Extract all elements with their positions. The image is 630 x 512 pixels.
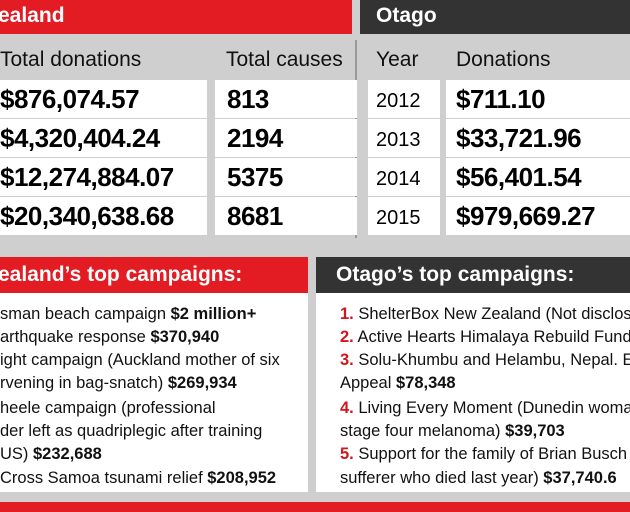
campaign-amount: $208,952 bbox=[207, 469, 277, 487]
bottom-red-strip bbox=[0, 502, 630, 512]
campaign-text: Living Every Moment (Dunedin woma bbox=[353, 399, 630, 417]
nz-causes-cell: 8681 bbox=[215, 197, 357, 235]
campaign-text: heele campaign (professional bbox=[0, 399, 216, 417]
otago-year-cell: 2012 bbox=[368, 80, 440, 118]
campaign-rank: 3. bbox=[340, 351, 354, 369]
list-item: Appeal $78,348 bbox=[340, 372, 456, 394]
list-item: 5. Support for the family of Brian Busch bbox=[340, 443, 627, 465]
otago-donation-cell: $711.10 bbox=[446, 80, 630, 118]
list-item: der left as quadriplegic after training bbox=[0, 420, 262, 442]
campaign-text: US) bbox=[0, 445, 33, 463]
campaign-text: sman beach campaign bbox=[0, 305, 171, 323]
otago-year-cell: 2015 bbox=[368, 197, 440, 235]
campaign-rank: 5. bbox=[340, 445, 354, 463]
otago-donation-cell: $33,721.96 bbox=[446, 119, 630, 157]
campaign-text: sufferer who died last year) bbox=[340, 469, 544, 487]
list-item: US) $232,688 bbox=[0, 443, 102, 465]
campaign-amount: $78,348 bbox=[395, 374, 456, 392]
campaign-amount: $269,934 bbox=[167, 374, 237, 392]
campaign-amount: $39,703 bbox=[505, 422, 565, 440]
list-item: Cross Samoa tsunami relief $208,952 bbox=[0, 467, 276, 489]
otago-col-year-header: Year bbox=[376, 48, 419, 71]
nz-donation-cell: $20,340,638.68 bbox=[0, 197, 207, 235]
campaign-text: rvening in bag-snatch) bbox=[0, 374, 168, 392]
otago-header-title: Otago bbox=[376, 4, 437, 27]
list-item: heele campaign (professional bbox=[0, 397, 216, 419]
otago-donation-cell: $979,669.27 bbox=[446, 197, 630, 235]
list-item: sman beach campaign $2 million+ bbox=[0, 303, 256, 325]
nz-campaigns-bar: ealand’s top campaigns: bbox=[0, 257, 308, 293]
otago-campaigns-title: Otago’s top campaigns: bbox=[336, 263, 575, 286]
nz-causes-cell: 2194 bbox=[215, 119, 357, 157]
nz-donation-cell: $876,074.57 bbox=[0, 80, 207, 118]
otago-campaigns-bar: Otago’s top campaigns: bbox=[316, 257, 630, 293]
campaign-text: Support for the family of Brian Busch bbox=[353, 445, 628, 463]
list-item: 2. Active Hearts Himalaya Rebuild Fund bbox=[340, 326, 630, 348]
campaign-amount: $37,740.6 bbox=[543, 469, 617, 487]
nz-causes-cell: 5375 bbox=[215, 158, 357, 196]
list-item: 4. Living Every Moment (Dunedin woma bbox=[340, 397, 630, 419]
campaign-amount: $232,688 bbox=[33, 445, 102, 463]
otago-campaigns-panel: 1. ShelterBox New Zealand (Not disclos 2… bbox=[316, 293, 630, 492]
campaign-amount: $370,940 bbox=[150, 328, 220, 346]
campaign-text: Solu-Khumbu and Helambu, Nepal. Ea bbox=[353, 351, 630, 369]
campaign-rank: 1. bbox=[340, 305, 354, 323]
campaign-text: ShelterBox New Zealand (Not disclos bbox=[353, 305, 630, 323]
otago-donation-cell: $56,401.54 bbox=[446, 158, 630, 196]
campaign-amount: $2 million+ bbox=[170, 305, 257, 323]
campaign-text: ight campaign (Auckland mother of six bbox=[0, 351, 280, 369]
list-item: ight campaign (Auckland mother of six bbox=[0, 349, 280, 371]
nz-col-causes-header: Total causes bbox=[226, 48, 343, 71]
nz-causes-cell: 813 bbox=[215, 80, 357, 118]
nz-header-title: ealand bbox=[0, 4, 65, 27]
otago-year-cell: 2014 bbox=[368, 158, 440, 196]
campaign-text: Cross Samoa tsunami relief bbox=[0, 469, 208, 487]
campaign-text: Appeal bbox=[340, 374, 396, 392]
otago-header-bar: Otago bbox=[360, 0, 630, 34]
campaign-text: Active Hearts Himalaya Rebuild Fund bbox=[353, 328, 630, 346]
campaign-rank: 2. bbox=[340, 328, 354, 346]
list-item: 1. ShelterBox New Zealand (Not disclos bbox=[340, 303, 630, 325]
nz-col-donations-header: Total donations bbox=[0, 48, 142, 71]
campaign-rank: 4. bbox=[340, 399, 354, 417]
otago-year-cell: 2013 bbox=[368, 119, 440, 157]
campaign-text: arthquake response bbox=[0, 328, 151, 346]
list-item: stage four melanoma) $39,703 bbox=[340, 420, 565, 442]
list-item: 3. Solu-Khumbu and Helambu, Nepal. Ea bbox=[340, 349, 630, 371]
campaign-text: der left as quadriplegic after training bbox=[0, 422, 263, 440]
list-item: arthquake response $370,940 bbox=[0, 326, 219, 348]
list-item: sufferer who died last year) $37,740.6 bbox=[340, 467, 617, 489]
list-item: rvening in bag-snatch) $269,934 bbox=[0, 372, 237, 394]
nz-campaigns-panel: sman beach campaign $2 million+ arthquak… bbox=[0, 293, 308, 492]
campaign-text: stage four melanoma) bbox=[340, 422, 506, 440]
otago-col-donations-header: Donations bbox=[456, 48, 551, 71]
nz-donation-cell: $12,274,884.07 bbox=[0, 158, 207, 196]
nz-campaigns-title: ealand’s top campaigns: bbox=[0, 263, 243, 286]
nz-donation-cell: $4,320,404.24 bbox=[0, 119, 207, 157]
nz-header-bar: ealand bbox=[0, 0, 352, 34]
